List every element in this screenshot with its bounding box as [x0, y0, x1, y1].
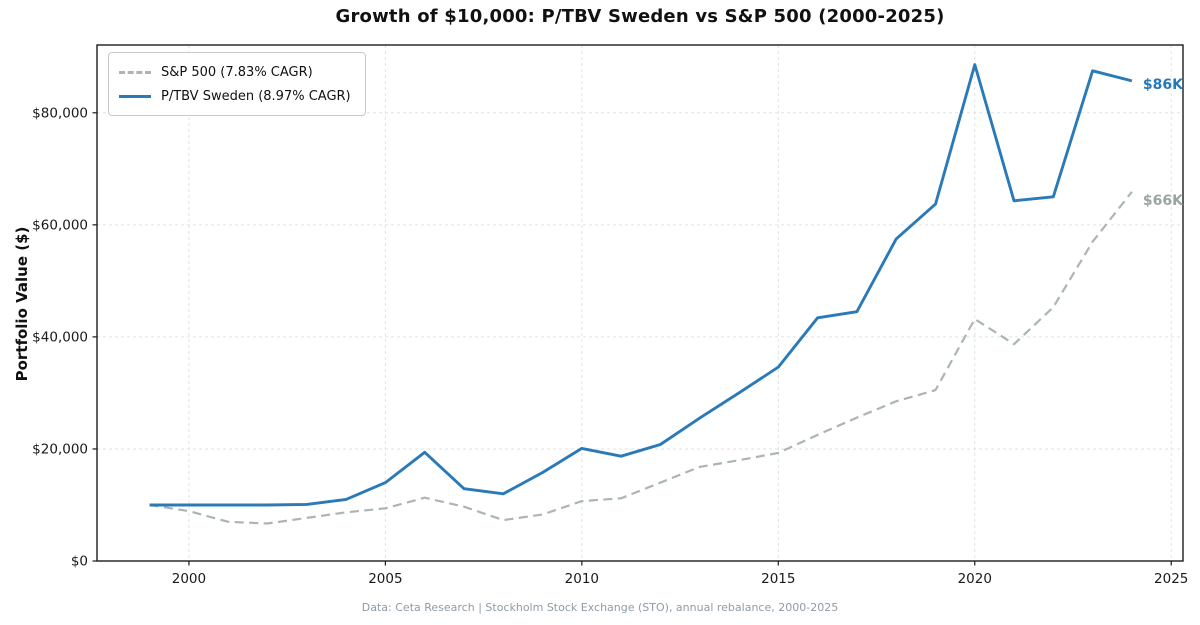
legend-label-sp500: S&P 500 (7.83% CAGR) [161, 64, 313, 80]
y-tick-label: $80,000 [32, 105, 88, 121]
sweden-end-label: $86K [1143, 77, 1184, 93]
sp500-line [149, 191, 1133, 525]
y-tick-label: $40,000 [32, 329, 88, 345]
chart-title: Growth of $10,000: P/TBV Sweden vs S&P 5… [335, 6, 945, 27]
sp500-line-swatch-icon [119, 70, 151, 74]
plot-border [96, 44, 1184, 562]
x-tick-label: 2025 [1154, 571, 1188, 587]
x-tick-label: 2000 [172, 571, 206, 587]
sp500-end-label: $66K [1143, 193, 1184, 209]
y-axis-label: Portfolio Value ($) [13, 226, 31, 382]
y-tick-label: $60,000 [32, 217, 88, 233]
x-tick-label: 2020 [958, 571, 992, 587]
chart-footer: Data: Ceta Research | Stockholm Stock Ex… [361, 601, 839, 614]
x-tick-label: 2005 [368, 571, 402, 587]
sweden-line-swatch-icon [119, 94, 151, 98]
legend-label-sweden: P/TBV Sweden (8.97% CAGR) [161, 88, 351, 104]
sweden-line [149, 63, 1133, 507]
legend: S&P 500 (7.83% CAGR) P/TBV Sweden (8.97%… [108, 52, 366, 116]
legend-item-sweden: P/TBV Sweden (8.97% CAGR) [119, 84, 351, 108]
x-tick-label: 2015 [761, 571, 795, 587]
y-tick-label: $0 [71, 554, 88, 570]
x-tick-label: 2010 [565, 571, 599, 587]
legend-item-sp500: S&P 500 (7.83% CAGR) [119, 60, 351, 84]
y-tick-label: $20,000 [32, 441, 88, 457]
